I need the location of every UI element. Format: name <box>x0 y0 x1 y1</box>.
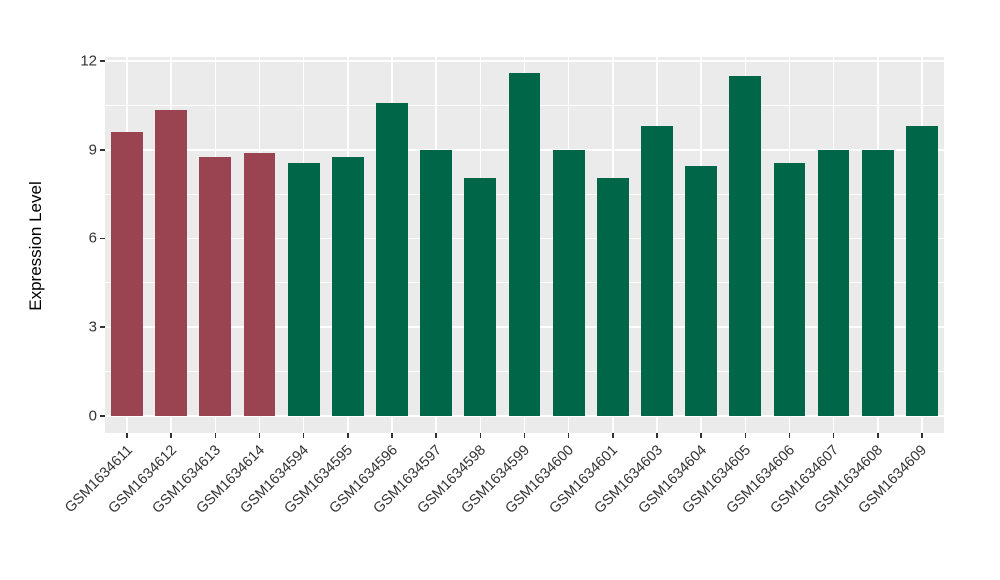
bar-GSM1634608 <box>861 149 894 416</box>
major-gridline <box>105 60 944 62</box>
x-tick-mark <box>391 433 393 438</box>
bar-GSM1634597 <box>420 149 453 416</box>
y-tick-label: 12 <box>80 52 97 70</box>
bar-GSM1634609 <box>906 126 938 416</box>
x-tick-mark <box>347 433 349 438</box>
y-tick-mark <box>100 237 105 240</box>
y-tick-label: 3 <box>88 318 97 336</box>
bar-GSM1634596 <box>376 102 408 416</box>
bar-GSM1634601 <box>596 177 629 416</box>
y-tick-label: 6 <box>88 229 97 247</box>
bar-GSM1634600 <box>552 149 585 416</box>
bar-GSM1634605 <box>729 75 762 416</box>
x-tick-mark <box>523 433 526 438</box>
bar-GSM1634599 <box>508 72 541 416</box>
x-tick-mark <box>832 433 835 438</box>
plot-panel <box>105 57 944 433</box>
bar-GSM1634598 <box>464 177 497 416</box>
x-tick-mark <box>126 433 128 438</box>
bar-GSM1634613 <box>199 157 232 416</box>
bar-GSM1634594 <box>287 163 320 416</box>
x-tick-mark <box>435 433 437 438</box>
bar-GSM1634603 <box>641 126 673 416</box>
x-tick-mark <box>921 433 923 438</box>
y-tick-mark <box>100 326 105 328</box>
major-gridline <box>105 415 944 417</box>
x-tick-mark <box>302 433 305 438</box>
y-tick-label: 9 <box>88 141 97 159</box>
bar-GSM1634614 <box>243 152 276 416</box>
x-tick-mark <box>877 433 879 438</box>
bar-GSM1634612 <box>155 109 188 416</box>
y-tick-mark <box>100 60 105 62</box>
bar-GSM1634604 <box>685 166 718 416</box>
x-tick-mark <box>258 433 261 438</box>
y-tick-mark <box>100 415 105 417</box>
bar-GSM1634595 <box>331 157 364 416</box>
y-axis-title: Expression Level <box>26 181 45 311</box>
x-tick-mark <box>656 433 658 438</box>
y-tick-label: 0 <box>88 407 97 425</box>
x-tick-mark <box>744 433 747 438</box>
x-tick-mark <box>567 433 570 438</box>
x-tick-mark <box>214 433 217 438</box>
y-tick-mark <box>100 149 105 151</box>
bar-GSM1634606 <box>773 163 806 416</box>
bar-GSM1634607 <box>817 149 850 416</box>
x-tick-mark <box>788 433 791 438</box>
x-tick-mark <box>170 433 172 438</box>
bar-GSM1634611 <box>111 132 143 416</box>
x-tick-mark <box>612 433 614 438</box>
x-tick-mark <box>479 433 482 438</box>
x-tick-mark <box>700 433 702 438</box>
